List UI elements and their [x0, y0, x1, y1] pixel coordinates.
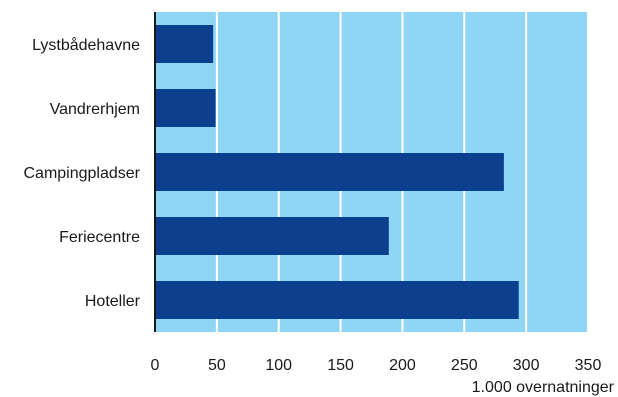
category-label-4: Hoteller: [85, 293, 141, 310]
category-label-2: Campingpladser: [23, 165, 140, 182]
category-labels: Lystbådehavne Vandrerhjem Campingpladser Fe…: [23, 36, 140, 310]
x-tick-label-250: 250: [451, 357, 478, 374]
bar-3: [155, 217, 389, 255]
x-tick-label-0: 0: [151, 357, 160, 374]
x-tick-label-300: 300: [513, 357, 540, 374]
bar-4: [155, 281, 519, 319]
x-tick-label-200: 200: [389, 357, 416, 374]
category-label-1: Vandrerhjem: [50, 101, 140, 118]
bar-2: [155, 153, 504, 191]
x-tick-label-50: 50: [208, 357, 226, 374]
bar-1: [155, 89, 216, 127]
x-tick-labels: 0 50 100 150 200 250 300 350: [151, 357, 602, 374]
x-tick-label-350: 350: [575, 357, 602, 374]
bars: [155, 25, 519, 319]
category-label-3: Feriecentre: [59, 229, 140, 246]
x-tick-label-100: 100: [265, 357, 292, 374]
bar-0: [155, 25, 214, 63]
x-axis-unit-label: 1.000 overnatninger: [472, 379, 615, 396]
category-label-0: Lystbådehavne: [32, 36, 140, 54]
x-tick-label-150: 150: [327, 357, 354, 374]
